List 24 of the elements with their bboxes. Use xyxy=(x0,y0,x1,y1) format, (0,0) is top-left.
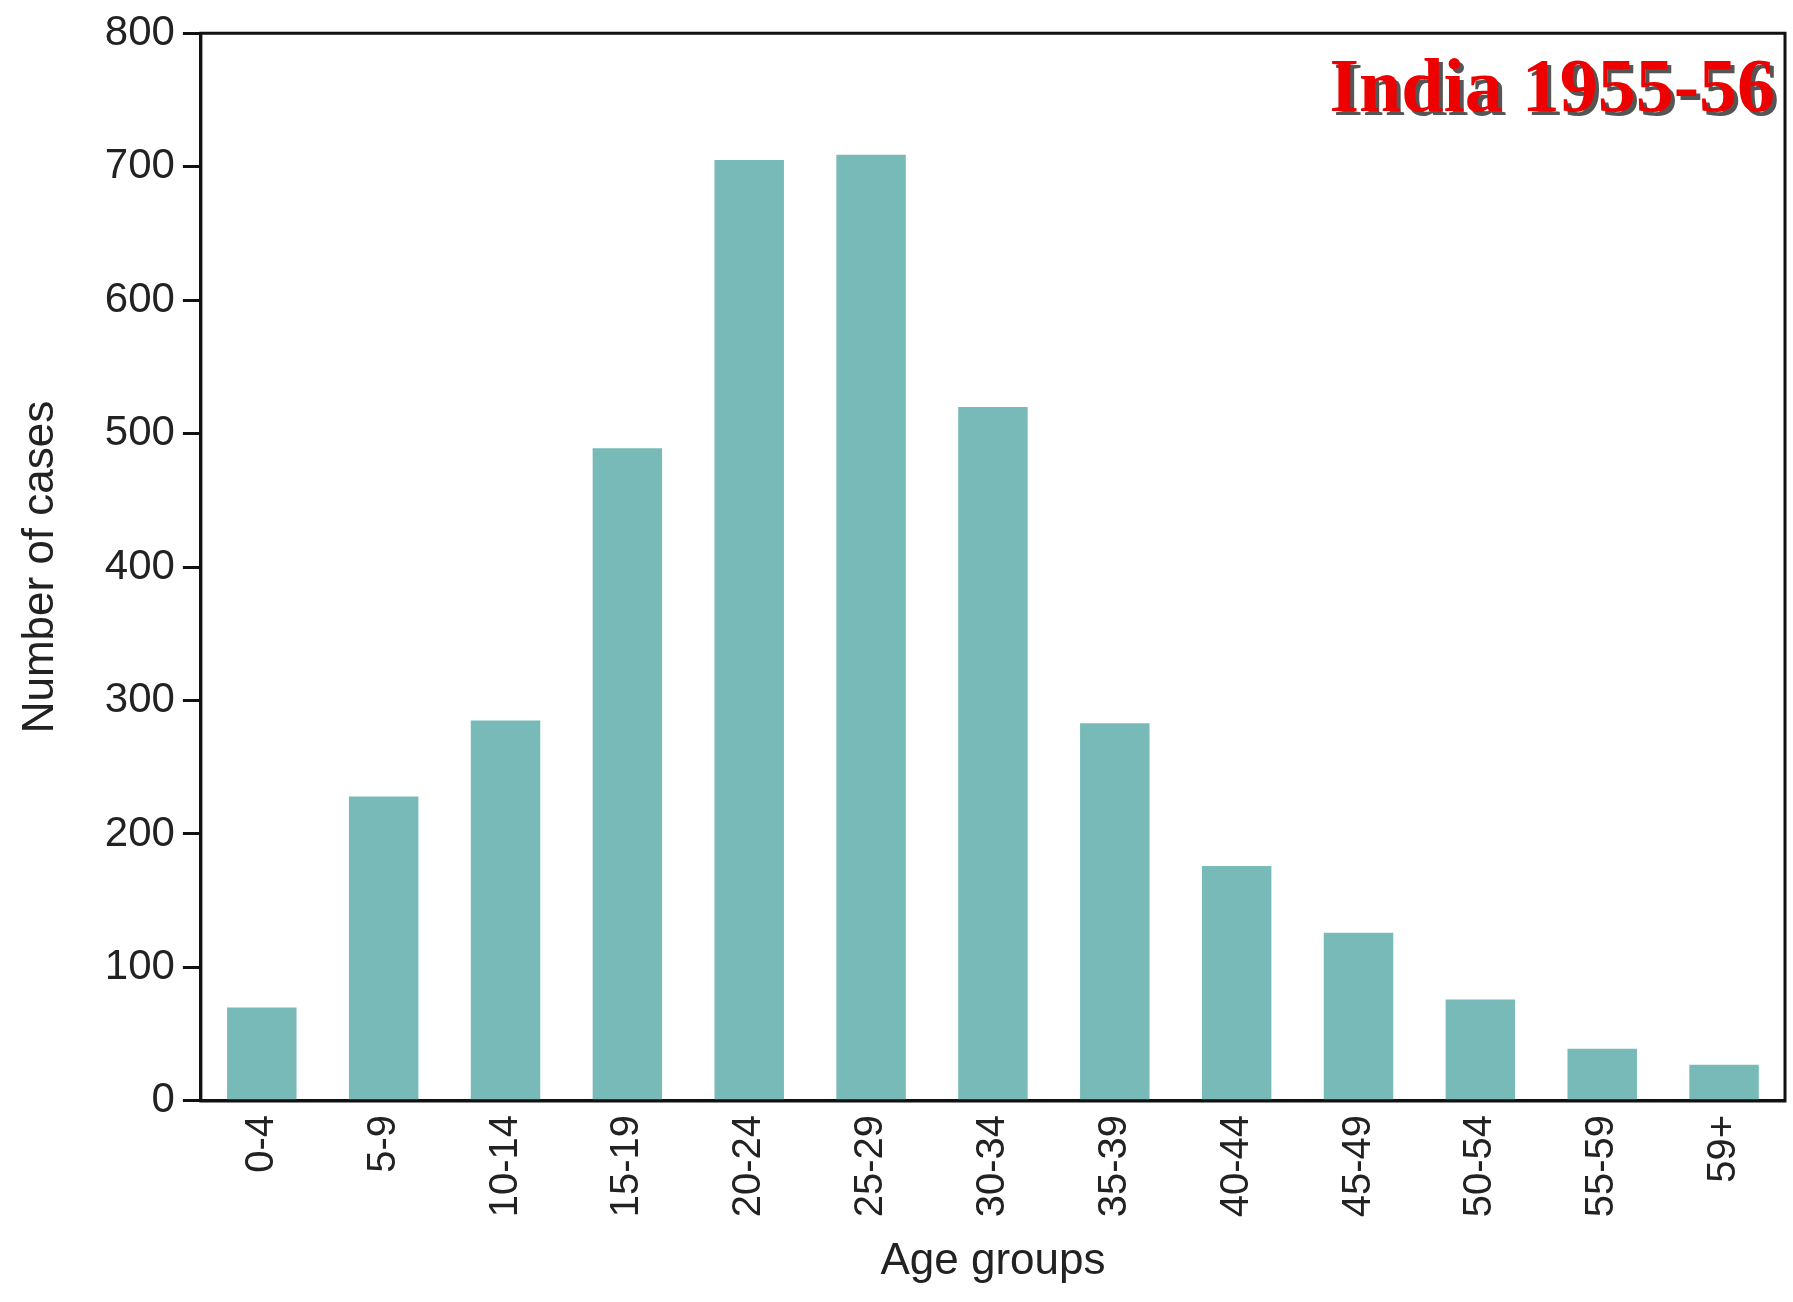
y-tick-label: 100 xyxy=(104,941,175,989)
y-tick-label: 800 xyxy=(104,6,175,54)
y-tick-label: 0 xyxy=(151,1074,175,1122)
x-tick-label: 15-19 xyxy=(602,1114,647,1218)
x-tick-label: 0-4 xyxy=(236,1114,281,1173)
y-tick-label: 300 xyxy=(104,674,175,722)
x-axis-title: Age groups xyxy=(880,1233,1106,1283)
x-tick-label: 5-9 xyxy=(358,1114,403,1173)
x-tick-label: 55-59 xyxy=(1577,1114,1622,1218)
x-tick-label: 59+ xyxy=(1699,1114,1744,1183)
y-tick-label: 400 xyxy=(104,540,175,588)
x-tick-label: 45-49 xyxy=(1333,1114,1378,1218)
x-tick-label: 40-44 xyxy=(1211,1114,1256,1218)
y-tick-label: 500 xyxy=(104,407,175,455)
x-tick-label: 10-14 xyxy=(480,1114,525,1218)
y-tick-label: 200 xyxy=(104,807,175,855)
y-tick-label: 600 xyxy=(104,273,175,321)
x-tick-label: 25-29 xyxy=(846,1114,891,1218)
x-tick-label: 35-39 xyxy=(1089,1114,1134,1218)
y-axis-title: Number of cases xyxy=(12,400,62,734)
x-tick-label: 30-34 xyxy=(967,1114,1012,1218)
x-tick-label: 20-24 xyxy=(724,1114,769,1218)
y-tick-label: 700 xyxy=(104,140,175,188)
x-tick-label: 50-54 xyxy=(1455,1114,1500,1218)
